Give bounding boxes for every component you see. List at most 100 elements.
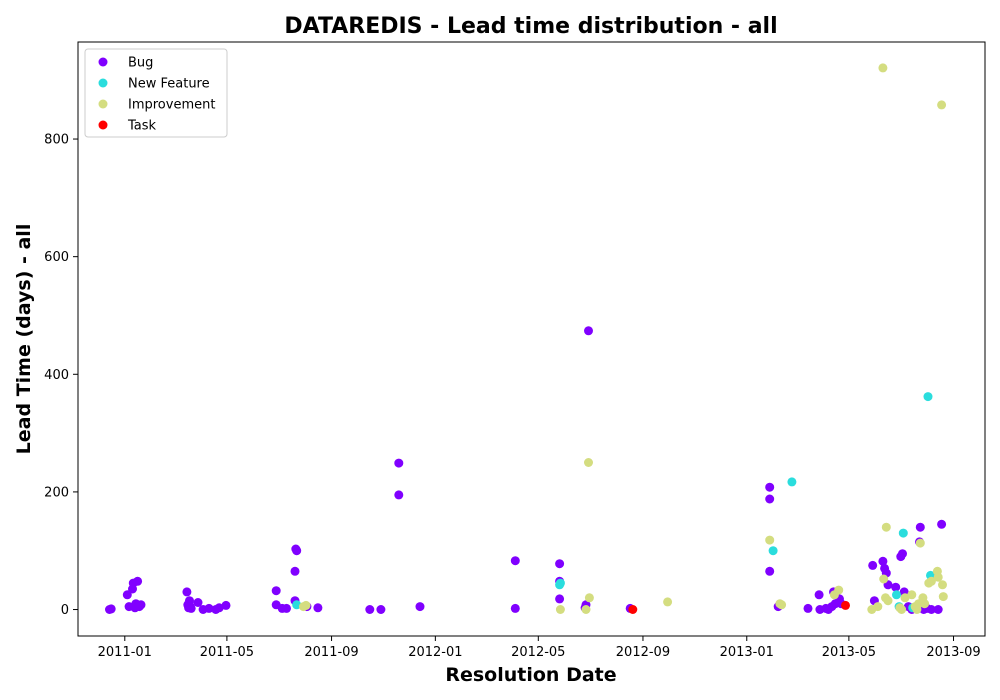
point-improvement: [938, 592, 948, 602]
point-improvement: [765, 535, 775, 545]
point-improvement: [584, 593, 594, 603]
point-improvement: [879, 574, 889, 584]
x-tick-label: 2012-01: [408, 645, 462, 660]
point-improvement: [834, 585, 844, 595]
point-bug: [376, 605, 386, 614]
point-new-feature: [292, 600, 302, 610]
point-improvement: [873, 602, 883, 612]
point-bug: [106, 604, 116, 614]
legend-box: [84, 48, 228, 138]
x-axis: 2011-01 2011-05 2011-09 2012-01 2012-05 2012-…: [98, 636, 981, 660]
point-improvement: [915, 538, 925, 548]
point-bug: [915, 522, 925, 532]
point-improvement: [584, 458, 593, 467]
point-bug: [803, 603, 813, 613]
point-improvement: [937, 100, 947, 110]
point-bug: [204, 603, 214, 613]
x-tick-label: 2011-01: [98, 645, 152, 660]
legend: Bug New Feature Improvement Task: [84, 48, 228, 138]
point-improvement: [581, 605, 591, 614]
point-task: [628, 605, 638, 614]
y-tick-label: 0: [61, 603, 69, 618]
point-bug: [136, 600, 146, 610]
y-axis-label: Lead Time (days) - all: [13, 224, 35, 455]
point-improvement: [777, 600, 787, 610]
y-tick-label: 200: [44, 485, 69, 500]
y-tick-label: 800: [44, 133, 69, 148]
point-new-feature: [923, 392, 933, 402]
y-tick-label: 400: [44, 368, 69, 383]
point-bug: [394, 458, 404, 468]
point-bug: [510, 603, 520, 613]
point-improvement: [926, 576, 936, 586]
points-layer: [105, 63, 948, 614]
point-improvement: [301, 600, 311, 610]
point-bug: [282, 603, 291, 613]
y-axis: 0 200 400 600 800: [44, 133, 78, 618]
point-bug: [898, 549, 907, 559]
x-axis-label: Resolution Date: [445, 664, 616, 686]
point-bug: [891, 582, 901, 592]
point-bug: [193, 598, 203, 607]
legend-marker-new-feature: [98, 78, 108, 88]
point-bug: [292, 546, 302, 556]
x-tick-label: 2011-09: [304, 645, 358, 660]
point-bug: [214, 603, 224, 613]
x-tick-label: 2012-05: [511, 645, 565, 660]
x-tick-label: 2013-01: [720, 645, 774, 660]
point-bug: [937, 519, 947, 529]
point-bug: [926, 605, 936, 614]
point-new-feature: [787, 477, 797, 487]
point-improvement: [933, 572, 943, 582]
point-bug: [313, 603, 323, 613]
legend-marker-task: [98, 120, 108, 130]
legend-label-bug: Bug: [128, 56, 153, 71]
point-bug: [510, 556, 520, 566]
point-improvement: [555, 605, 565, 614]
point-new-feature: [768, 546, 778, 556]
point-bug: [182, 587, 192, 597]
point-bug: [555, 594, 565, 604]
point-bug: [365, 605, 375, 614]
point-improvement: [900, 593, 910, 603]
x-tick-label: 2013-05: [822, 645, 876, 660]
point-bug: [765, 494, 775, 504]
point-bug: [584, 326, 593, 336]
point-bug: [878, 556, 888, 566]
point-bug: [814, 590, 824, 600]
point-improvement: [881, 522, 891, 532]
point-improvement: [897, 605, 907, 614]
point-task: [841, 600, 850, 610]
point-new-feature: [555, 578, 565, 588]
legend-marker-bug: [98, 57, 108, 67]
x-tick-label: 2013-09: [926, 645, 980, 660]
point-bug: [394, 490, 404, 500]
point-bug: [290, 566, 300, 576]
point-bug: [933, 605, 943, 614]
point-bug: [221, 600, 231, 610]
point-bug: [765, 482, 775, 492]
x-tick-label: 2012-09: [616, 645, 670, 660]
legend-label-improvement: Improvement: [128, 98, 215, 113]
point-new-feature: [892, 590, 901, 600]
point-bug: [122, 590, 132, 600]
legend-marker-improvement: [98, 99, 108, 109]
point-improvement: [907, 590, 917, 600]
point-bug: [186, 603, 196, 613]
point-bug: [868, 560, 878, 570]
point-improvement: [920, 599, 930, 609]
legend-label-task: Task: [127, 119, 157, 134]
point-improvement: [663, 597, 673, 607]
legend-label-new-feature: New Feature: [128, 77, 210, 92]
point-bug: [765, 566, 775, 576]
plot-frame: [77, 41, 986, 637]
point-bug: [415, 602, 425, 612]
point-bug: [271, 586, 281, 596]
chart-title: DATAREDIS - Lead time distribution - all: [284, 14, 777, 39]
point-improvement: [883, 596, 893, 606]
point-bug: [555, 559, 565, 569]
y-tick-label: 600: [44, 250, 69, 265]
point-bug: [133, 576, 143, 586]
point-improvement: [878, 63, 888, 73]
